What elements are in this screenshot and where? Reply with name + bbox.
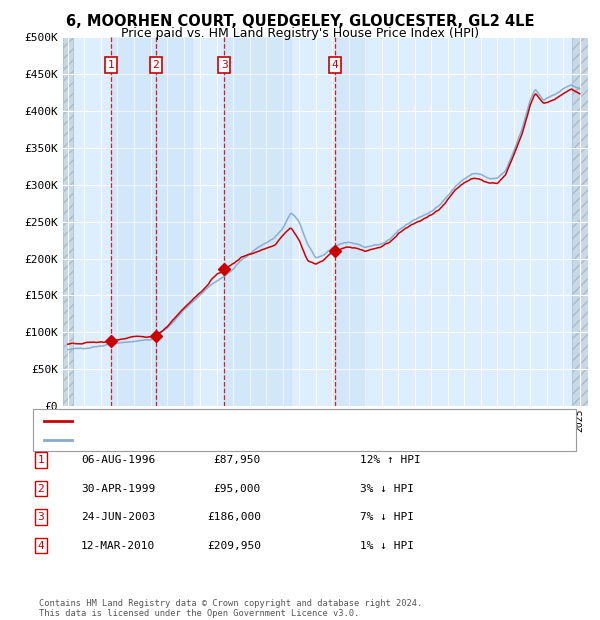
Text: £87,950: £87,950 bbox=[214, 455, 261, 465]
Text: £95,000: £95,000 bbox=[214, 484, 261, 494]
Text: 6, MOORHEN COURT, QUEDGELEY, GLOUCESTER, GL2 4LE: 6, MOORHEN COURT, QUEDGELEY, GLOUCESTER,… bbox=[66, 14, 534, 29]
Text: HPI: Average price, detached house, Gloucester: HPI: Average price, detached house, Glou… bbox=[78, 435, 354, 445]
Text: 1% ↓ HPI: 1% ↓ HPI bbox=[360, 541, 414, 551]
Text: 1: 1 bbox=[37, 455, 44, 465]
Bar bbox=[572, 37, 588, 406]
Bar bbox=[63, 37, 73, 406]
Text: Price paid vs. HM Land Registry's House Price Index (HPI): Price paid vs. HM Land Registry's House … bbox=[121, 27, 479, 40]
Text: 1: 1 bbox=[107, 60, 114, 70]
Text: Contains HM Land Registry data © Crown copyright and database right 2024.
This d: Contains HM Land Registry data © Crown c… bbox=[39, 599, 422, 618]
Text: 12% ↑ HPI: 12% ↑ HPI bbox=[360, 455, 421, 465]
Text: 3: 3 bbox=[37, 512, 44, 522]
Bar bbox=[111, 37, 156, 406]
Bar bbox=[156, 37, 192, 406]
Text: 24-JUN-2003: 24-JUN-2003 bbox=[81, 512, 155, 522]
Text: 12-MAR-2010: 12-MAR-2010 bbox=[81, 541, 155, 551]
Text: 3: 3 bbox=[221, 60, 227, 70]
Text: 4: 4 bbox=[37, 541, 44, 551]
Text: 3% ↓ HPI: 3% ↓ HPI bbox=[360, 484, 414, 494]
Text: 30-APR-1999: 30-APR-1999 bbox=[81, 484, 155, 494]
Text: 06-AUG-1996: 06-AUG-1996 bbox=[81, 455, 155, 465]
Text: 2: 2 bbox=[37, 484, 44, 494]
Bar bbox=[335, 37, 365, 406]
Text: 4: 4 bbox=[332, 60, 338, 70]
Text: 7% ↓ HPI: 7% ↓ HPI bbox=[360, 512, 414, 522]
Text: 6, MOORHEN COURT, QUEDGELEY, GLOUCESTER, GL2 4LE (detached house): 6, MOORHEN COURT, QUEDGELEY, GLOUCESTER,… bbox=[78, 415, 468, 425]
Text: £209,950: £209,950 bbox=[207, 541, 261, 551]
Bar bbox=[224, 37, 291, 406]
Text: 2: 2 bbox=[152, 60, 159, 70]
Text: £186,000: £186,000 bbox=[207, 512, 261, 522]
